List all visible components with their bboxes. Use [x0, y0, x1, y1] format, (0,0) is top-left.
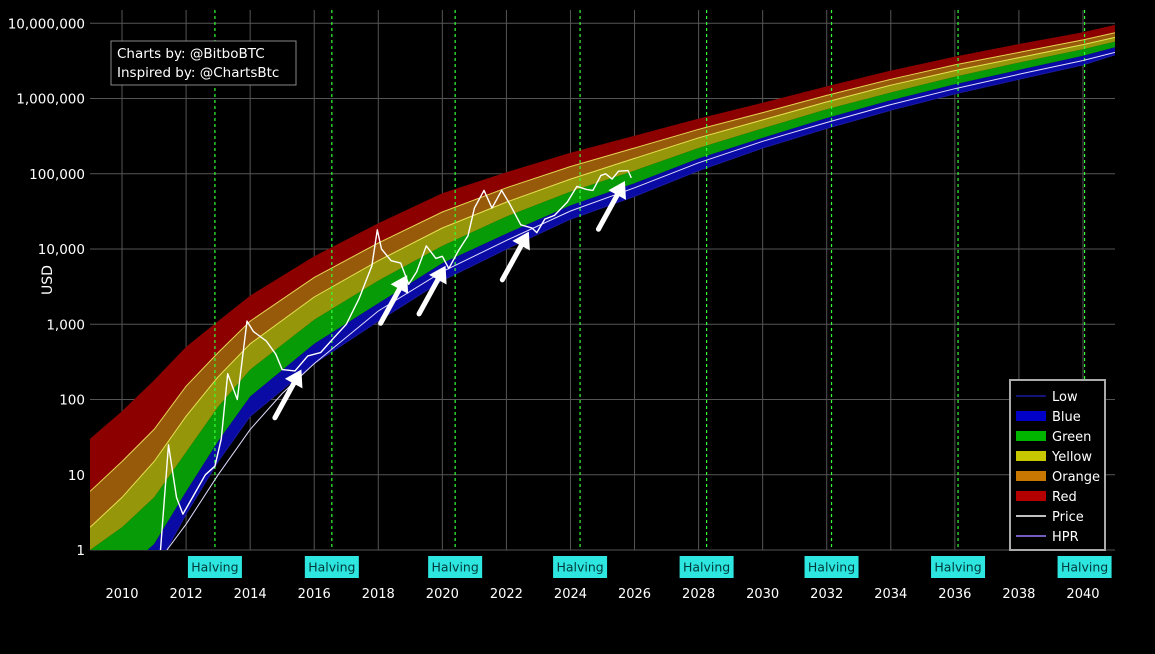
halving-label: Halving — [1061, 560, 1108, 575]
legend-frame — [1009, 379, 1106, 551]
credits-box: Charts by: @BitboBTC Inspired by: @Charts… — [110, 40, 297, 86]
series-lines — [159, 51, 1115, 550]
y-tick-label: 1,000,000 — [16, 92, 85, 108]
legend-item-hpr[interactable]: HPR — [1016, 530, 1079, 545]
legend-label: Green — [1052, 430, 1091, 445]
legend-label: Orange — [1052, 470, 1100, 485]
credits-frame — [110, 40, 297, 86]
legend-swatch — [1016, 431, 1046, 441]
y-tick-label: 1,000 — [46, 317, 85, 333]
x-tick-label: 2034 — [874, 587, 907, 602]
y-tick-label: 10,000,000 — [8, 16, 85, 32]
legend-item-yellow[interactable]: Yellow — [1016, 450, 1092, 465]
halving-badge — [304, 556, 359, 578]
legend-item-blue[interactable]: Blue — [1016, 410, 1081, 425]
x-tick-label: 2028 — [682, 587, 715, 602]
legend[interactable]: Low Blue Green Yellow Orange Red Price HPR — [1009, 379, 1106, 551]
x-tick-label: 2036 — [938, 587, 971, 602]
halving-label: Halving — [432, 560, 479, 575]
credits-line: Inspired by: @ChartsBtc — [117, 65, 279, 81]
halving-badge — [187, 556, 242, 578]
legend-label: Red — [1052, 490, 1077, 505]
y-tick-label: 100,000 — [29, 167, 85, 183]
halving-badge — [804, 556, 859, 578]
x-tick-label: 2018 — [362, 587, 395, 602]
x-tick-label: 2016 — [298, 587, 331, 602]
x-tick-label: 2040 — [1066, 587, 1099, 602]
rainbow-bands — [90, 24, 1115, 550]
legend-item-red[interactable]: Red — [1016, 490, 1077, 505]
hpr-line — [166, 51, 1115, 550]
legend-swatch — [1016, 471, 1046, 481]
legend-label: Blue — [1052, 410, 1081, 425]
halving-badge — [679, 556, 734, 578]
legend-label: Price — [1052, 510, 1084, 525]
arrows — [272, 181, 626, 421]
halving-label: Halving — [556, 560, 603, 575]
halving-label: Halving — [308, 560, 355, 575]
legend-label: HPR — [1052, 530, 1079, 545]
low-line — [165, 54, 1115, 550]
x-tick-label: 2020 — [426, 587, 459, 602]
credits-line: Charts by: @BitboBTC — [117, 46, 265, 62]
halving-badge — [428, 556, 483, 578]
arrow-head — [429, 265, 447, 285]
halving-badge — [931, 556, 986, 578]
legend-swatch — [1016, 451, 1046, 461]
x-tick-label: 2012 — [170, 587, 203, 602]
y-tick-label: 1 — [76, 543, 85, 559]
legend-swatch — [1016, 411, 1046, 421]
halving-label: Halving — [191, 560, 238, 575]
halving-badge — [553, 556, 608, 578]
halving-label: Halving — [934, 560, 981, 575]
arrow-shaft — [378, 284, 403, 326]
arrow-head — [390, 275, 409, 294]
arrow-shaft — [595, 190, 621, 232]
x-tick-label: 2014 — [234, 587, 267, 602]
axes: 2010 2012 2014 2016 2018 2020 2022 2024 2026 2028… — [8, 16, 1100, 602]
arrow-head — [608, 181, 626, 200]
x-tick-label: 2010 — [105, 587, 138, 602]
arrow-head — [512, 231, 530, 251]
x-tick-label: 2022 — [490, 587, 523, 602]
legend-item-low[interactable]: Low — [1016, 390, 1078, 405]
halving-badge — [1057, 556, 1112, 578]
halving-label: Halving — [683, 560, 730, 575]
band-edge-yellow — [90, 36, 1115, 528]
y-axis-label: USD — [40, 265, 56, 295]
legend-label: Yellow — [1051, 450, 1092, 465]
y-tick-label: 10 — [68, 468, 85, 484]
x-tick-label: 2038 — [1002, 587, 1035, 602]
arrow-shaft — [272, 379, 298, 421]
legend-item-green[interactable]: Green — [1016, 430, 1091, 445]
price-line — [159, 169, 632, 550]
halving-lines: Halving Halving Halving Halving Halving Halvi… — [187, 10, 1112, 578]
arrow-shaft — [499, 241, 525, 283]
legend-item-price[interactable]: Price — [1016, 510, 1084, 525]
x-tick-label: 2026 — [618, 587, 651, 602]
arrow-shaft — [416, 275, 442, 317]
y-tick-label: 10,000 — [38, 242, 85, 258]
x-tick-label: 2032 — [810, 587, 843, 602]
halving-label: Halving — [808, 560, 855, 575]
legend-label: Low — [1052, 390, 1078, 405]
band-edge-orange — [90, 32, 1115, 492]
legend-swatch — [1016, 491, 1046, 501]
legend-item-orange[interactable]: Orange — [1016, 470, 1100, 485]
x-tick-label: 2030 — [746, 587, 779, 602]
y-tick-label: 100 — [59, 393, 85, 409]
x-tick-label: 2024 — [554, 587, 587, 602]
arrow-head — [284, 369, 303, 389]
